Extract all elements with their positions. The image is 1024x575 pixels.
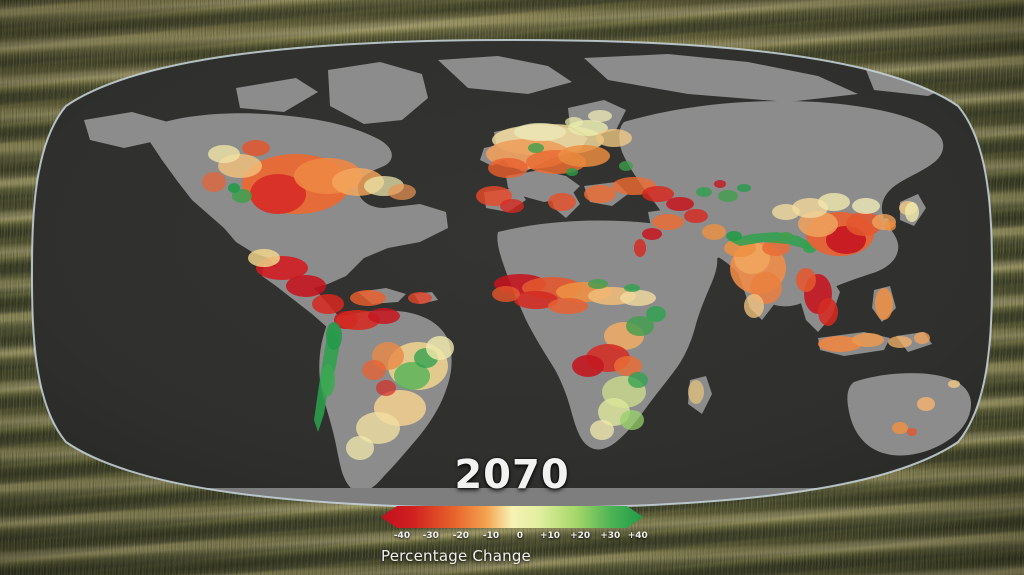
world-map[interactable] — [28, 36, 996, 512]
world-map-svg[interactable] — [28, 36, 996, 512]
crop-yield-data-layer — [202, 110, 992, 460]
map-contents — [32, 40, 992, 508]
